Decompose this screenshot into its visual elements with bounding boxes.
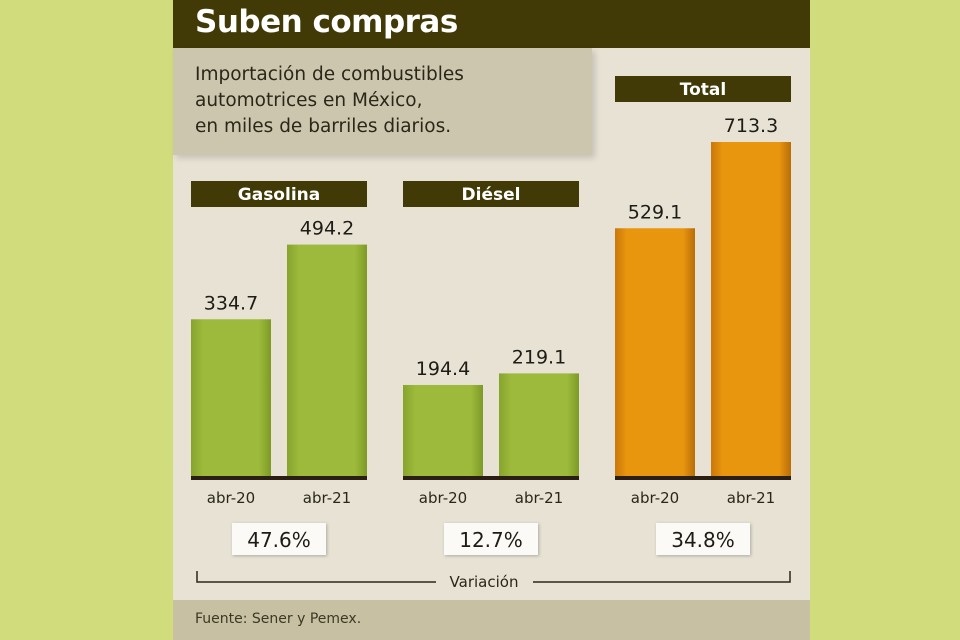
group-header-total xyxy=(615,76,791,102)
x-tick-label: abr-21 xyxy=(515,489,563,507)
subtitle: Importación de combustibles automotrices… xyxy=(195,64,464,137)
group-label-diesel: Diésel xyxy=(462,185,521,205)
baseline xyxy=(191,476,367,480)
page-title: Suben compras xyxy=(195,4,458,40)
variation-bracket xyxy=(196,571,791,583)
variation-label: Variación xyxy=(450,573,519,591)
x-tick-label: abr-21 xyxy=(303,489,351,507)
subtitle-box: Importación de combustibles automotrices… xyxy=(173,48,592,155)
bar-total-abr-21 xyxy=(711,142,791,476)
group-header-diesel xyxy=(403,181,579,207)
x-tick-label: abr-20 xyxy=(207,489,255,507)
value-label: 494.2 xyxy=(300,218,354,240)
value-label: 713.3 xyxy=(724,115,778,137)
bar-gasolina-abr-21 xyxy=(287,244,367,476)
group-label-gasolina: Gasolina xyxy=(238,185,320,205)
value-label: 219.1 xyxy=(512,346,566,368)
bar-diesel-abr-21 xyxy=(499,373,579,476)
value-label: 334.7 xyxy=(204,292,258,314)
variation-box xyxy=(656,523,750,555)
variation-value: 47.6% xyxy=(247,528,311,552)
bar-gasolina-abr-20 xyxy=(191,319,271,476)
header-bar: Suben compras xyxy=(173,0,810,48)
value-label: 194.4 xyxy=(416,358,470,380)
bar-diesel-abr-20 xyxy=(403,384,483,476)
x-tick-label: abr-20 xyxy=(631,489,679,507)
bar-total-abr-20 xyxy=(615,228,695,476)
variation-box xyxy=(232,523,326,555)
source-note: Fuente: Sener y Pemex. xyxy=(195,611,362,627)
group-header-gasolina xyxy=(191,181,367,207)
baseline xyxy=(403,476,579,480)
variation-value: 12.7% xyxy=(459,528,523,552)
baseline xyxy=(615,476,791,480)
footer: Fuente: Sener y Pemex. xyxy=(173,600,810,640)
variation-value: 34.8% xyxy=(671,528,735,552)
x-tick-label: abr-21 xyxy=(727,489,775,507)
x-tick-label: abr-20 xyxy=(419,489,467,507)
value-label: 529.1 xyxy=(628,201,682,223)
group-label-total: Total xyxy=(680,80,726,100)
variation-box xyxy=(444,523,538,555)
